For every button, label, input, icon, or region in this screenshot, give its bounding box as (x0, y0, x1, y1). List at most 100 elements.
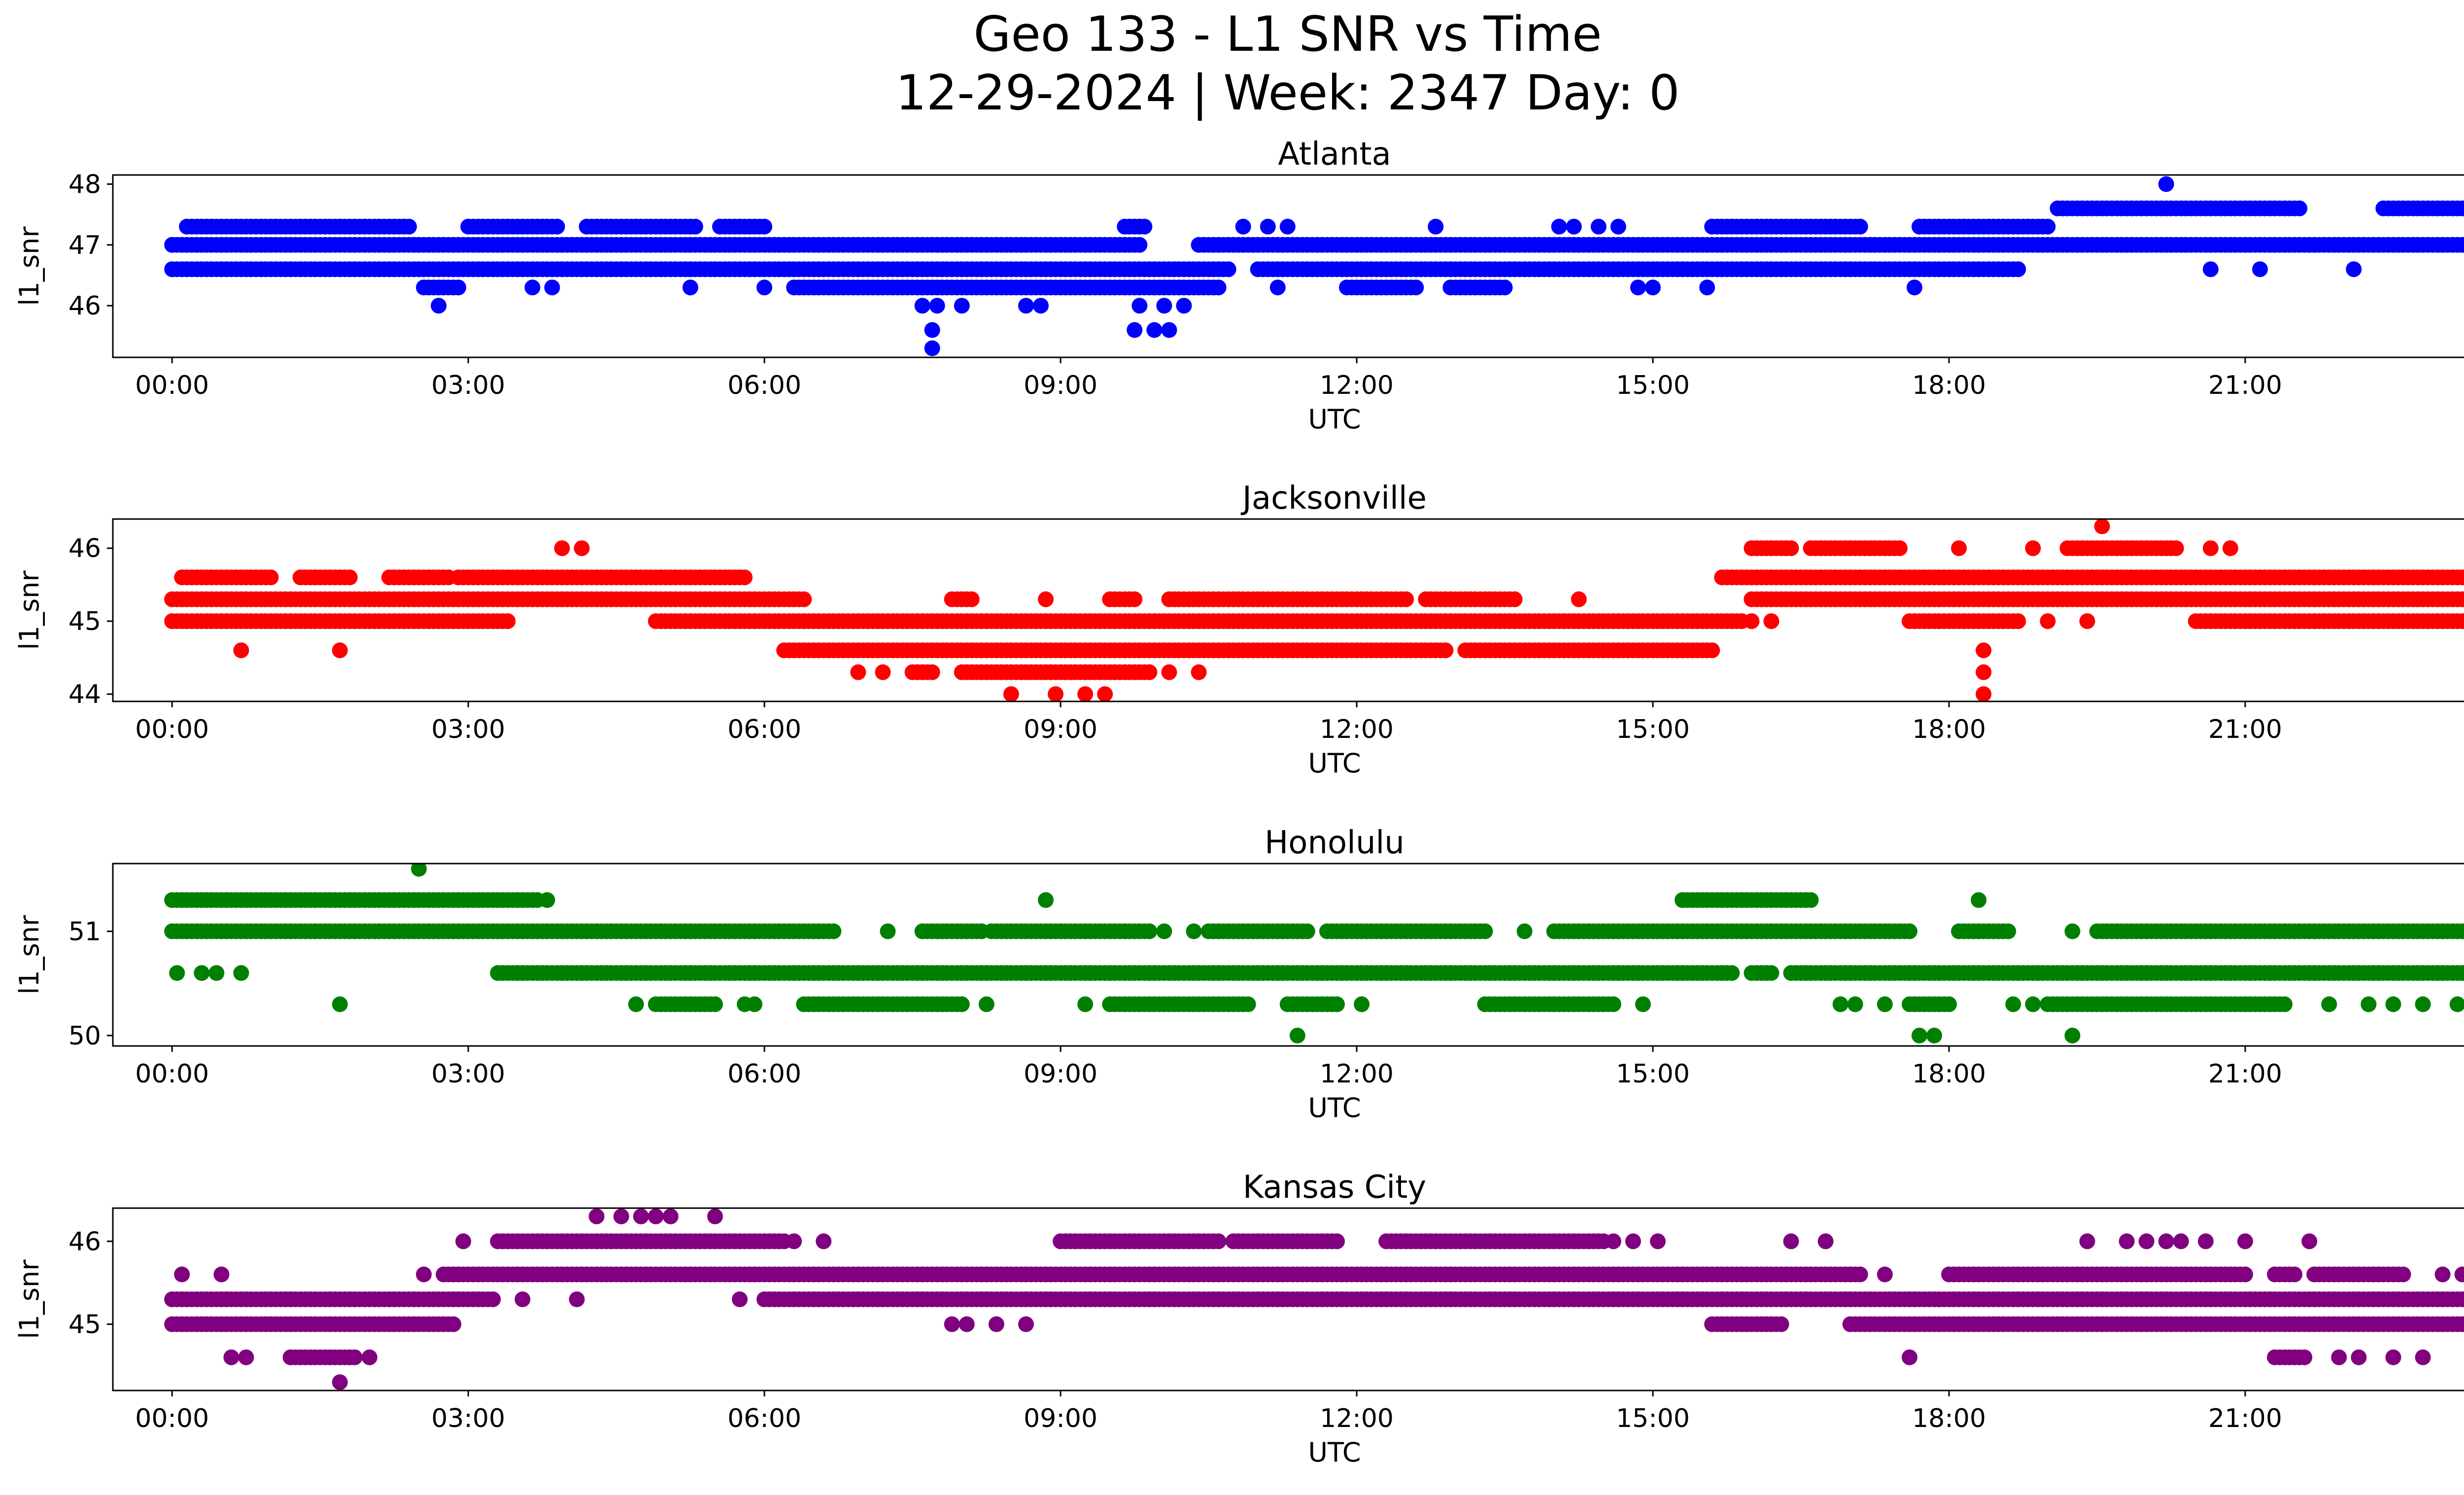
data-point (1210, 1233, 1227, 1250)
data-point (1003, 686, 1019, 701)
data-point (2000, 923, 2017, 939)
x-tick-label: 18:00 (1912, 371, 1986, 400)
data-point (1127, 591, 1143, 607)
x-tick-label: 00:00 (135, 371, 209, 400)
data-point (1847, 996, 1863, 1012)
data-point (194, 965, 210, 981)
data-point (1329, 996, 1345, 1012)
data-point (2005, 996, 2021, 1012)
data-point (2252, 261, 2268, 278)
data-point (1852, 218, 1868, 235)
data-point (1269, 279, 1286, 296)
data-points (164, 864, 2464, 1043)
data-point (2395, 1266, 2411, 1283)
data-point (2415, 996, 2431, 1012)
data-point (1408, 279, 1424, 296)
y-tick-label: 44 (68, 680, 101, 709)
data-point (2361, 996, 2377, 1012)
data-point (401, 218, 417, 235)
data-point (1699, 279, 1715, 296)
data-point (2064, 923, 2081, 939)
data-point (978, 996, 994, 1012)
data-point (2222, 540, 2238, 556)
x-tick-label: 06:00 (727, 371, 801, 400)
data-points (164, 519, 2464, 701)
data-point (1141, 923, 1158, 939)
data-point (1976, 686, 1992, 701)
x-tick-label: 00:00 (135, 715, 209, 744)
data-point (2459, 238, 2464, 252)
data-point (2346, 261, 2362, 278)
data-point (1941, 996, 1957, 1012)
data-point (2385, 996, 2401, 1012)
data-point (2459, 570, 2464, 585)
data-point (954, 996, 970, 1012)
data-point (1329, 1233, 1345, 1250)
subplot-title: Atlanta (1278, 136, 1391, 173)
data-point (2459, 924, 2464, 939)
data-point (1783, 540, 1799, 556)
data-point (1156, 923, 1172, 939)
data-points (164, 1208, 2464, 1391)
axes-frame (112, 863, 2464, 1047)
data-point (539, 892, 555, 908)
data-point (1926, 1027, 1942, 1043)
data-point (2459, 966, 2464, 980)
data-point (1033, 298, 1049, 314)
data-point (2079, 613, 2095, 629)
data-point (1832, 996, 1848, 1012)
data-point (1260, 218, 1276, 235)
data-point (1289, 1027, 1305, 1043)
x-tick-label: 12:00 (1320, 371, 1394, 400)
subplot-panels: Atlanta 00:00 03:00 06:00 09:00 12:00 15:00 18:… (14, 136, 2464, 1468)
y-axis-label: l1_snr (14, 226, 45, 306)
data-point (263, 569, 279, 586)
data-point (2287, 1266, 2303, 1283)
data-point (169, 965, 185, 981)
data-point (1551, 218, 1567, 235)
axes-frame (112, 174, 2464, 358)
data-point (2064, 1027, 2081, 1043)
data-point (2459, 1317, 2464, 1332)
data-point (2168, 540, 2184, 556)
data-point (1901, 923, 1917, 939)
data-point (1131, 298, 1148, 314)
x-axis-label: UTC (1308, 1092, 1361, 1123)
data-point (1852, 1266, 1868, 1283)
data-point (747, 996, 763, 1012)
data-point (1077, 686, 1094, 701)
data-point (687, 218, 703, 235)
data-point (2459, 1292, 2464, 1307)
data-point (1077, 996, 1094, 1012)
x-tick-label: 15:00 (1616, 371, 1690, 400)
data-point (2010, 613, 2026, 629)
data-point (431, 298, 447, 314)
data-point (411, 864, 427, 877)
data-point (875, 664, 891, 680)
x-tick-label: 09:00 (1024, 1059, 1097, 1089)
axes-frame (112, 518, 2464, 702)
data-point (544, 279, 560, 296)
data-point (1906, 279, 1922, 296)
data-point (1516, 923, 1533, 939)
data-point (1141, 664, 1158, 680)
data-point (929, 298, 945, 314)
data-point (1630, 279, 1646, 296)
data-point (924, 322, 940, 338)
data-point (2202, 540, 2219, 556)
data-point (2025, 996, 2041, 1012)
data-point (1127, 322, 1143, 338)
x-tick-label: 03:00 (431, 371, 505, 400)
x-tick-label: 21:00 (2208, 715, 2282, 744)
data-point (1497, 279, 1513, 296)
data-point (2449, 996, 2464, 1012)
y-tick-label: 51 (68, 917, 101, 946)
y-axis-label: l1_snr (14, 915, 45, 995)
data-point (924, 340, 940, 356)
x-tick-label: 09:00 (1024, 715, 1097, 744)
data-point (1971, 892, 1987, 908)
subplot-title: Jacksonville (1240, 480, 1427, 517)
